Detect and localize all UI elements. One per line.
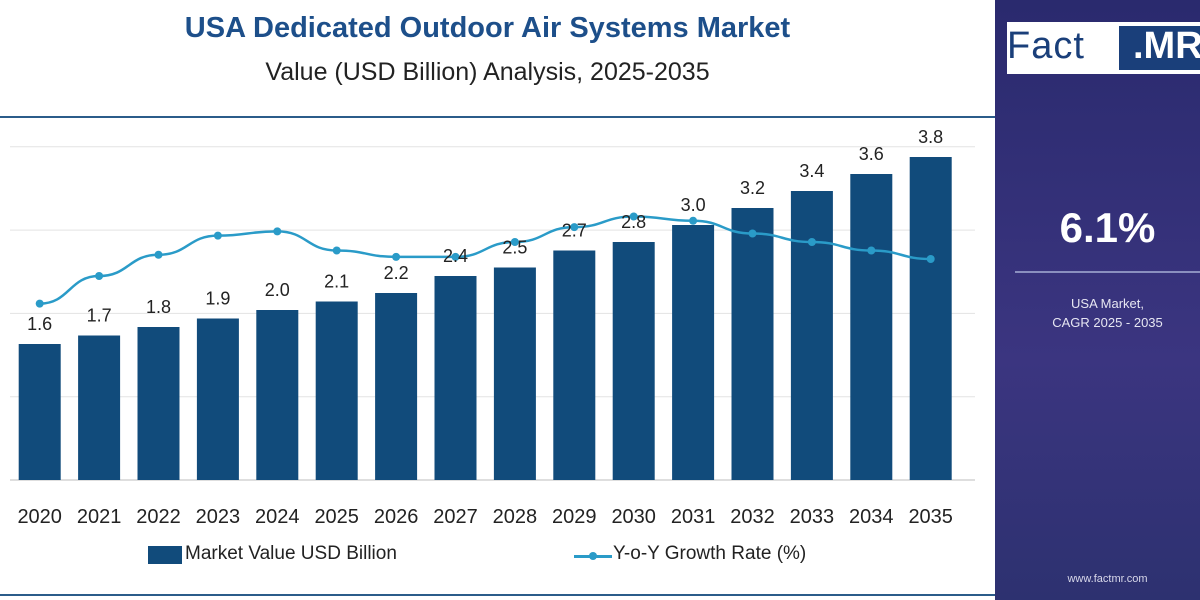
bar-value-label: 2.8 (621, 212, 646, 232)
bar (612, 242, 655, 480)
x-tick-label: 2027 (433, 506, 478, 528)
bar-value-label: 2.4 (443, 246, 468, 266)
bar (790, 191, 833, 480)
sidebar-panel (995, 0, 1200, 600)
x-tick-label: 2029 (552, 506, 597, 528)
bar-value-label: 1.6 (27, 314, 52, 334)
footer-divider (0, 594, 995, 596)
growth-rate-point (689, 216, 698, 225)
x-tick-label: 2024 (255, 506, 300, 528)
legend-line-label: Y-o-Y Growth Rate (%) (613, 543, 807, 564)
sidebar-divider (1015, 271, 1200, 273)
chart-panel: USA Dedicated Outdoor Air Systems Market… (0, 12, 995, 596)
growth-rate-point (926, 255, 935, 263)
x-tick-label: 2033 (790, 506, 835, 528)
x-tick-label: 2022 (136, 506, 181, 528)
bar (434, 276, 477, 480)
cagr-value: 6.1% (1059, 204, 1156, 251)
legend-bar-label: Market Value USD Billion (185, 543, 397, 564)
growth-rate-point (510, 238, 519, 246)
chart-subtitle: Value (USD Billion) Analysis, 2025-2035 (265, 58, 710, 86)
bar (493, 267, 536, 480)
bar (909, 157, 952, 480)
bar-value-label: 2.1 (324, 272, 349, 292)
header-divider (0, 116, 995, 118)
growth-rate-point (867, 246, 876, 255)
cagr-caption-line2: CAGR 2025 - 2035 (1052, 315, 1163, 330)
bar-value-label: 2.0 (265, 280, 290, 300)
x-tick-label: 2023 (196, 506, 241, 528)
logo-text: Fact (1007, 25, 1085, 67)
growth-rate-point (451, 252, 460, 261)
bar (137, 327, 180, 480)
legend-line-marker (589, 552, 597, 560)
cagr-caption: USA Market, CAGR 2025 - 2035 (1015, 294, 1200, 332)
bar-value-label: 3.2 (740, 178, 765, 198)
growth-rate-point (213, 231, 222, 240)
x-tick-label: 2025 (314, 506, 359, 528)
x-tick-label: 2020 (17, 506, 62, 528)
x-tick-label: 2031 (671, 506, 716, 528)
growth-rate-point (807, 238, 816, 246)
bar-value-label: 2.2 (384, 263, 409, 283)
bar (78, 335, 121, 480)
x-tick-label: 2028 (493, 506, 538, 528)
growth-rate-point (154, 250, 163, 259)
bar (553, 250, 596, 480)
bar (256, 310, 299, 480)
bar-value-label: 3.6 (859, 144, 884, 164)
cagr-caption-line1: USA Market, (1071, 296, 1144, 311)
growth-rate-point (392, 252, 401, 261)
bar (315, 301, 358, 480)
growth-rate-line (39, 215, 931, 305)
growth-rate-point (748, 229, 757, 238)
growth-rate-point (35, 299, 44, 308)
growth-rate-point (629, 212, 638, 221)
logo-accent-text: .MR (1133, 25, 1200, 67)
x-tick-label: 2030 (611, 506, 656, 528)
growth-rate-point (332, 246, 341, 255)
legend-bar-swatch (148, 546, 182, 564)
bar (850, 174, 893, 480)
bar (731, 208, 774, 480)
bar (672, 225, 715, 480)
logo-accent-box (1119, 26, 1200, 70)
bar-value-label: 3.4 (799, 161, 824, 181)
bar-value-label: 2.7 (562, 221, 587, 241)
x-tick-label: 2034 (849, 506, 894, 528)
bar (375, 293, 418, 480)
growth-rate-point (95, 272, 104, 280)
x-tick-label: 2032 (730, 506, 775, 528)
growth-rate-point (570, 223, 579, 232)
chart-title: USA Dedicated Outdoor Air Systems Market (184, 12, 791, 44)
bar-value-label: 3.0 (681, 195, 706, 215)
x-tick-label: 2026 (374, 506, 419, 528)
bar (18, 344, 61, 480)
bar (196, 318, 239, 480)
website-url: www.factmr.com (1067, 573, 1148, 585)
x-tick-label: 2035 (908, 506, 953, 528)
growth-rate-point (273, 227, 282, 236)
bar-value-label: 1.8 (146, 297, 171, 317)
bar-line-chart: 1.6 1.7 1.8 1.9 2.0 2.1 2.2 2.4 2.5 2.7 2.8 3.0 3.2 3… (10, 127, 975, 528)
bar-value-label: 1.9 (205, 289, 230, 309)
bar-value-label: 3.8 (918, 127, 943, 147)
x-tick-label: 2021 (77, 506, 122, 528)
bar-value-label: 2.5 (502, 238, 527, 258)
factmr-logo: Fact .MR (1007, 22, 1200, 74)
bar-value-label: 1.7 (87, 306, 112, 326)
